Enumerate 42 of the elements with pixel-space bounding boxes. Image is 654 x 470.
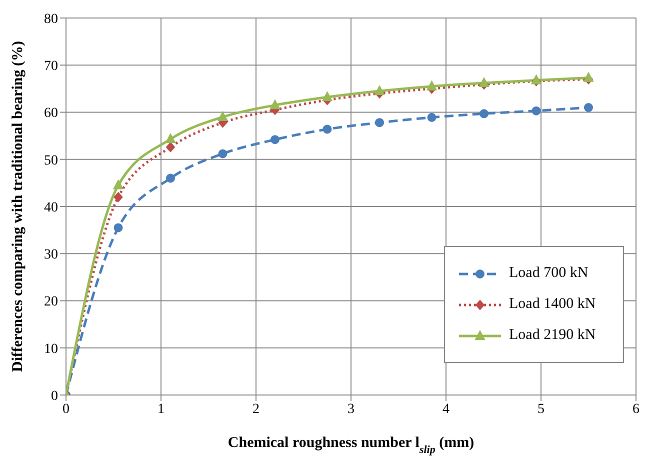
point [374, 86, 384, 96]
y-tick-label: 20 [44, 294, 58, 310]
point [218, 149, 228, 158]
x-tick-label: 1 [158, 402, 164, 417]
y-tick-label: 30 [44, 248, 58, 263]
x-tick-label: 5 [538, 402, 544, 417]
y-tick-label: 60 [44, 106, 58, 122]
legend-label: Load 1400 kN [509, 296, 596, 313]
point [270, 135, 280, 144]
y-tick-label: 70 [44, 59, 58, 74]
point [532, 106, 541, 116]
point [166, 134, 176, 144]
y-tick-label: 10 [44, 342, 58, 357]
y-tick-label: 0 [51, 388, 58, 404]
x-tick-label: 3 [348, 402, 354, 417]
y-tick-label: 50 [44, 153, 58, 168]
point [166, 174, 175, 183]
point [218, 111, 228, 121]
point [114, 192, 123, 202]
point [166, 142, 175, 152]
point [322, 92, 332, 102]
point [480, 109, 488, 118]
point [375, 118, 384, 128]
point [479, 78, 489, 88]
y-tick-label: 40 [44, 200, 58, 216]
y-tick-label: 80 [44, 12, 58, 27]
x-tick-label: 6 [632, 402, 640, 417]
x-tick-label: 0 [62, 402, 70, 417]
x-axis-title: Chemical roughness number l$_{slip}$ (mm) [228, 435, 474, 456]
x-tick-label: 4 [442, 402, 450, 417]
point [270, 100, 280, 110]
point [584, 72, 594, 82]
point [426, 80, 437, 90]
point [114, 223, 123, 232]
point [322, 124, 332, 134]
x-tick-label: 2 [252, 402, 260, 417]
legend-label: Load 2190 kN [509, 327, 596, 344]
point [113, 180, 124, 190]
point [427, 112, 436, 122]
y-axis-title: Differences comparing with traditional bearing (%) [10, 41, 26, 372]
legend-label: Load 700 kN [509, 265, 588, 282]
point [584, 103, 593, 112]
